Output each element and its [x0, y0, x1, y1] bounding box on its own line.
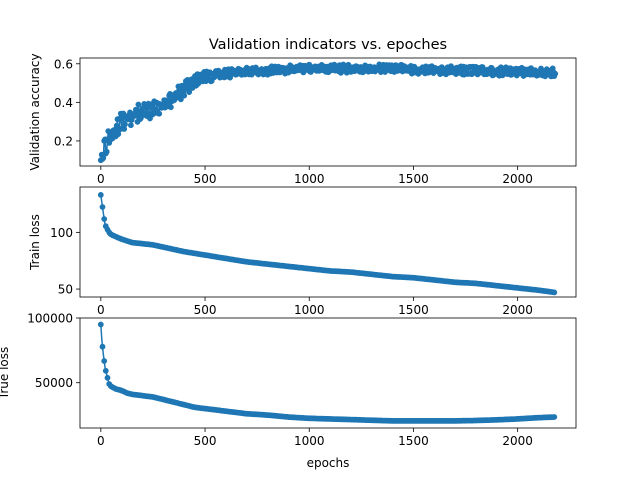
y-tick-label: 50000: [35, 376, 73, 390]
axes-frame: [79, 186, 577, 298]
data-point: [186, 89, 193, 95]
x-tick-label: 1500: [398, 172, 429, 186]
x-tick-label: 500: [194, 172, 217, 186]
chart-title: Validation indicators vs. epoches: [209, 37, 447, 53]
data-point: [102, 367, 109, 374]
data-point: [127, 122, 134, 129]
x-tick-label: 1000: [294, 172, 325, 186]
x-tick-label: 0: [97, 303, 105, 317]
accuracy-panel: 0 500 1000 1500 2000 0.2 0.4 0.6 Validation accu…: [28, 53, 577, 186]
x-tick-label: 1000: [294, 434, 325, 448]
y-axis-label: Train loss: [28, 214, 42, 271]
data-point: [101, 216, 108, 222]
data-point: [121, 126, 128, 132]
x-tick-label: 2000: [502, 172, 533, 186]
y-tick-label: 100000: [27, 312, 73, 326]
x-tick-label: 2000: [502, 303, 533, 317]
data-point: [156, 110, 163, 117]
axes-frame: [79, 317, 577, 429]
data-point: [167, 104, 174, 111]
y-tick-label: 100: [50, 226, 73, 240]
x-tick-label: 1500: [398, 303, 429, 317]
y-tick-label: 0.2: [54, 134, 73, 148]
y-axis-label: True loss: [0, 347, 11, 400]
y-axis-label: Validation accuracy: [28, 53, 42, 170]
data-point: [97, 191, 104, 198]
x-tick-label: 0: [97, 434, 105, 448]
true-loss-panel: 0 500 1000 1500 2000 50000 100000 True loss epoc…: [0, 312, 577, 470]
data-point: [177, 96, 184, 103]
x-tick-label: 0: [97, 172, 105, 186]
data-point: [99, 343, 106, 350]
train-loss-panel: 0 500 1000 1500 2000 50 100 Train loss: [28, 186, 577, 317]
data-point: [132, 106, 139, 113]
data-point: [100, 155, 107, 161]
series-line: [100, 61, 556, 161]
data-point: [181, 92, 188, 99]
axes-frame: [79, 57, 577, 167]
x-tick-label: 500: [194, 303, 217, 317]
data-point: [103, 148, 110, 155]
data-point: [122, 121, 128, 128]
data-point: [101, 358, 108, 364]
data-point: [227, 74, 233, 81]
data-point: [135, 101, 142, 108]
series-line: [100, 324, 556, 422]
y-tick-label: 50: [58, 283, 73, 297]
x-tick-label: 2000: [502, 434, 533, 448]
data-point: [148, 104, 155, 110]
data-point: [113, 122, 120, 129]
x-tick-label: 1500: [398, 434, 429, 448]
data-point: [104, 374, 111, 381]
data-point: [97, 321, 104, 328]
data-point: [551, 289, 558, 296]
x-axis-label: epochs: [307, 456, 350, 470]
data-point: [552, 70, 559, 77]
y-tick-label: 0.6: [54, 57, 73, 71]
x-tick-label: 1000: [294, 303, 325, 317]
x-tick-label: 500: [194, 434, 217, 448]
series-line: [100, 194, 556, 294]
data-point: [99, 204, 106, 210]
data-point: [551, 414, 558, 420]
y-tick-label: 0.4: [54, 96, 73, 110]
